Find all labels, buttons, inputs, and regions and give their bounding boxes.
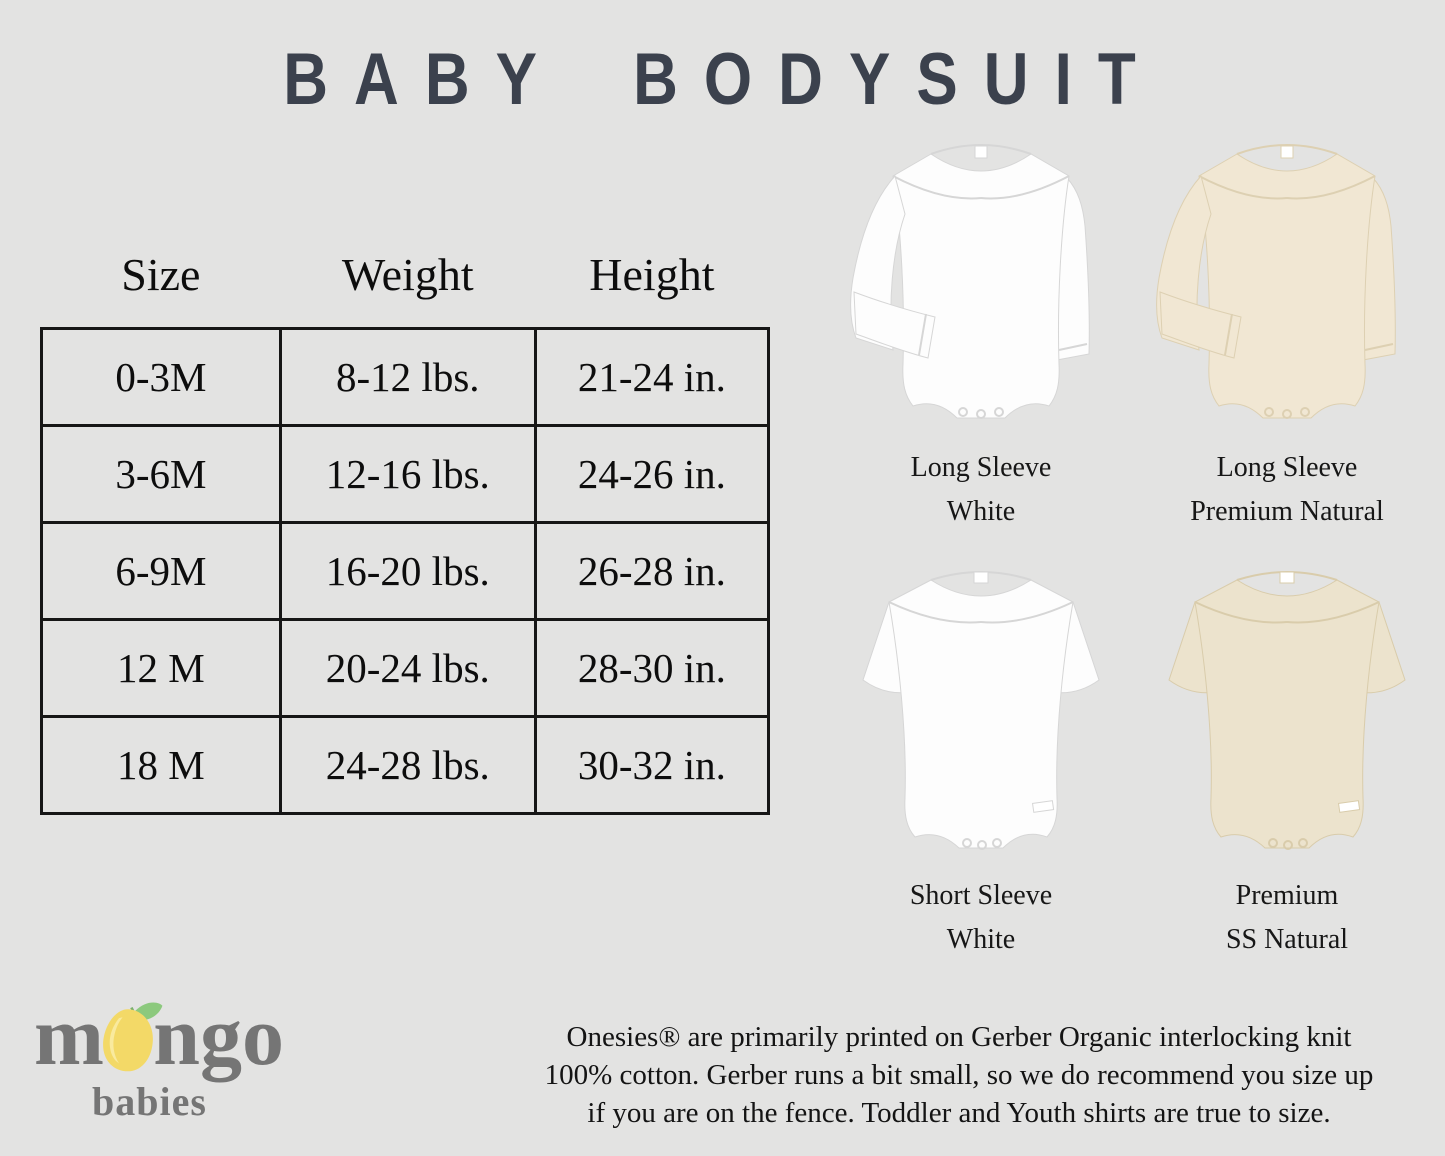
size-chart-table: Size Weight Height 0-3M 8-12 lbs. 21-24 … [40,248,771,815]
product-premium-ss-natural: Premium SS Natural [1134,540,1440,962]
neck-brand-tag [1279,571,1295,584]
short-sleeve-bodysuit-image [1168,571,1406,850]
product-caption-line2: White [946,924,1016,955]
height-cell: 21-24 in. [533,327,771,427]
product-caption-line2: SS Natural [1225,924,1349,955]
neck-brand-tag [973,571,989,584]
brand-logo: m ngo babies [34,992,284,1125]
header-height: Height [589,249,715,300]
height-cell: 28-30 in. [533,618,771,718]
size-cell: 18 M [40,715,282,815]
snap-button [1298,838,1308,848]
page-title: BABY BODYSUIT [283,39,1162,121]
side-tag [1031,800,1055,813]
long-sleeve-bodysuit-image [1156,144,1396,419]
product-long-sleeve-white: Long Sleeve White [828,112,1134,534]
product-caption-line2: White [946,496,1016,527]
sizing-note: Onesies® are primarily printed on Gerber… [478,1018,1440,1132]
snap-button [992,838,1002,848]
short-sleeve-bodysuit-image [862,571,1100,850]
height-cell: 24-26 in. [533,424,771,524]
product-caption-line1: Long Sleeve [910,452,1052,483]
weight-cell: 12-16 lbs. [278,424,537,524]
table-row: 3-6M 12-16 lbs. 24-26 in. [40,424,771,524]
logo-text-suffix: ngo [153,990,284,1084]
snap-button [1268,838,1278,848]
table-header-row: Size Weight Height [42,248,769,329]
long-sleeve-bodysuit-image [850,144,1090,419]
product-short-sleeve-white: Short Sleeve White [828,540,1134,962]
table-row: 12 M 20-24 lbs. 28-30 in. [40,618,771,718]
folded-sleeve [1159,291,1242,359]
size-cell: 12 M [40,618,282,718]
size-cell: 6-9M [40,521,282,621]
size-cell: 0-3M [40,327,282,427]
height-cell: 30-32 in. [533,715,771,815]
product-caption-line1: Premium [1235,880,1339,911]
product-caption-line2: Premium Natural [1190,496,1384,527]
snap-button [994,407,1004,417]
weight-cell: 8-12 lbs. [278,327,537,427]
neck-opening [930,144,1032,155]
neck-opening [1236,144,1338,155]
weight-cell: 16-20 lbs. [278,521,537,621]
weight-cell: 20-24 lbs. [278,618,537,718]
table-row: 6-9M 16-20 lbs. 26-28 in. [40,521,771,621]
brand-logo-wordmark: m ngo [34,990,284,1084]
product-long-sleeve-premium-natural: Long Sleeve Premium Natural [1134,112,1440,534]
product-grid: Long Sleeve White Long Slee [828,112,1440,962]
table-row: 18 M 24-28 lbs. 30-32 in. [40,715,771,815]
snap-button [1283,840,1293,850]
snap-button [1300,407,1310,417]
header-size: Size [121,249,201,300]
snap-button [977,840,987,850]
header-weight: Weight [341,249,474,300]
product-caption-line1: Long Sleeve [1216,452,1358,483]
note-line: 100% cotton. Gerber runs a bit small, so… [544,1059,1374,1091]
table-row: 0-3M 8-12 lbs. 21-24 in. [40,327,771,427]
mango-icon [103,1002,163,1072]
product-caption-line1: Short Sleeve [909,880,1053,911]
snap-button [1264,407,1274,417]
neck-brand-tag [1280,145,1294,159]
weight-cell: 24-28 lbs. [278,715,537,815]
snap-button [958,407,968,417]
folded-sleeve [853,291,936,359]
note-line: if you are on the fence. Toddler and You… [587,1097,1331,1129]
snap-button [1282,409,1292,419]
snap-button [962,838,972,848]
mango-highlight [109,1017,123,1064]
snap-button [976,409,986,419]
logo-subtitle: babies [92,1079,207,1124]
neck-brand-tag [974,145,988,159]
size-cell: 3-6M [40,424,282,524]
side-tag [1337,800,1361,813]
height-cell: 26-28 in. [533,521,771,621]
note-line: Onesies® are primarily printed on Gerber… [566,1021,1352,1053]
logo-text-prefix: m [34,990,104,1084]
